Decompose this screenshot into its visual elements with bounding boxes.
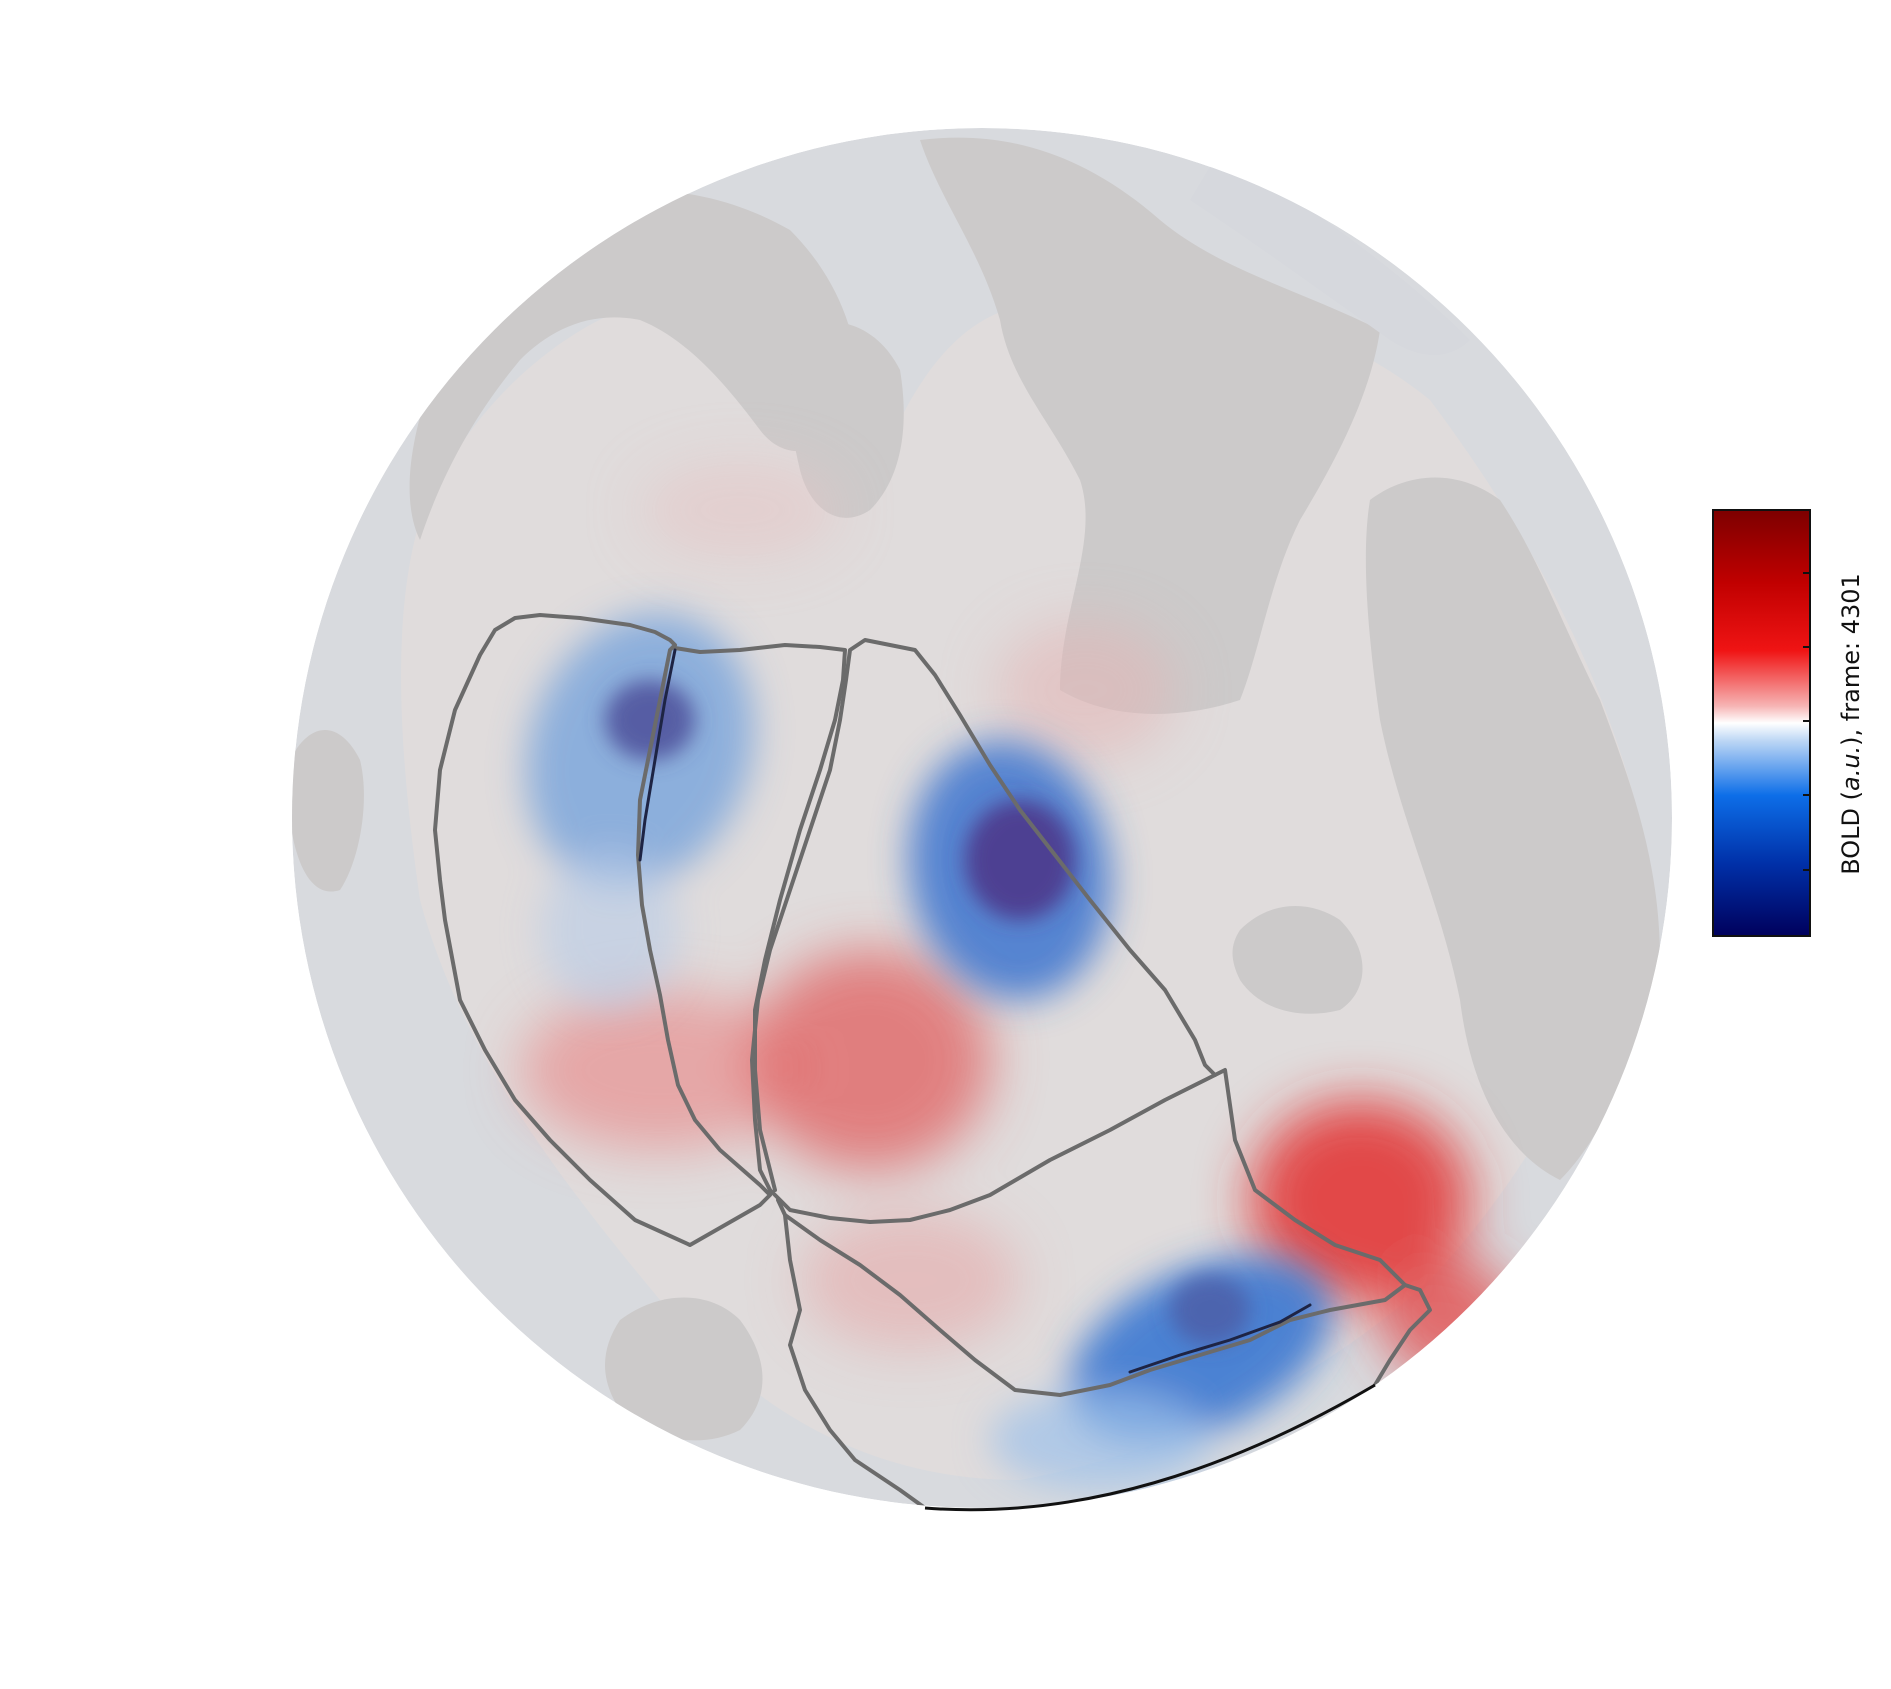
region-outline-5	[783, 1213, 927, 1508]
activation-neg-4	[990, 1390, 1210, 1490]
activation-neg-core-2	[965, 800, 1075, 920]
surface-dark-region-5	[1232, 906, 1363, 1014]
region-outline-4	[776, 1068, 1407, 1397]
surface-dark-region-6	[605, 1297, 763, 1441]
activation-neg-core-1	[605, 680, 695, 760]
activation-neg-core-3	[1170, 1275, 1250, 1345]
activation-pos-1	[520, 990, 800, 1150]
region-outlines	[433, 613, 1432, 1508]
negative-activations	[526, 613, 1332, 1490]
activation-pos-7	[640, 460, 840, 560]
brain-surface	[292, 128, 1672, 1508]
activation-pos-6	[800, 1210, 1020, 1350]
positive-activations	[520, 460, 1520, 1380]
surface-dark-region-4	[790, 322, 904, 518]
region-outline-1	[433, 613, 772, 1247]
brain-rim-bottom	[924, 1383, 1376, 1512]
activation-pos-5	[1380, 1260, 1520, 1380]
inner-border-1	[638, 648, 677, 862]
colorbar-ticks	[1803, 572, 1810, 871]
region-outline-3	[750, 638, 1217, 1224]
activation-overlay	[520, 460, 1520, 1490]
activation-pos-4	[1250, 1100, 1470, 1300]
inner-border-2	[1128, 1303, 1312, 1374]
region-outline-6	[1373, 1283, 1432, 1387]
surface-dark-region-7	[292, 730, 364, 892]
colorbar-gradient	[1712, 509, 1811, 937]
strong-negative-cores	[605, 680, 1250, 1345]
region-outline-2	[673, 643, 847, 1192]
activation-pos-3	[995, 620, 1175, 760]
activation-pos-2	[750, 950, 990, 1170]
surface-dark-region-1	[920, 137, 1380, 714]
colorbar-label: BOLD (a.u.), frame: 4301	[1837, 573, 1865, 875]
region-inner-borders	[638, 648, 1312, 1374]
activation-neg-5	[540, 850, 680, 1010]
surface-dark-region-2	[1365, 477, 1660, 1180]
surface-bluegray-band	[1190, 150, 1470, 355]
colorbar: BOLD (a.u.), frame: 4301	[1712, 509, 1865, 937]
